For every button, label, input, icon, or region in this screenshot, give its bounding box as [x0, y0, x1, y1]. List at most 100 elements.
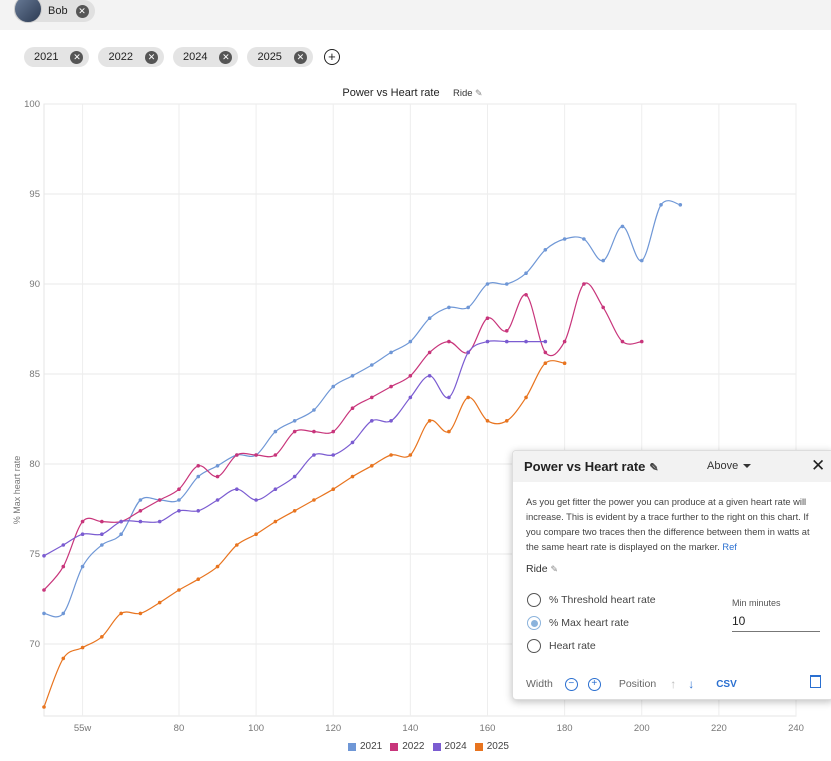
data-point[interactable]	[466, 395, 471, 400]
year-chip-2021[interactable]: 2021 ✕	[24, 47, 90, 67]
data-point[interactable]	[331, 453, 336, 457]
data-point[interactable]	[42, 554, 46, 558]
data-point[interactable]	[369, 363, 374, 367]
data-point[interactable]	[61, 656, 66, 661]
position-select[interactable]: Above	[707, 460, 752, 472]
data-point[interactable]	[177, 498, 181, 502]
data-point[interactable]	[215, 474, 220, 479]
data-point[interactable]	[177, 509, 181, 513]
data-point[interactable]	[447, 395, 451, 400]
data-point[interactable]	[485, 419, 490, 423]
data-point[interactable]	[312, 498, 316, 502]
series-line-2021[interactable]	[43, 200, 681, 618]
data-point[interactable]	[80, 564, 85, 569]
remove-chip-icon[interactable]: ✕	[293, 50, 307, 64]
edit-title-icon[interactable]: ✎	[649, 462, 659, 474]
move-down-icon[interactable]: ↓	[688, 677, 695, 691]
data-point[interactable]	[389, 350, 393, 355]
data-point[interactable]	[254, 532, 258, 536]
delete-icon[interactable]	[810, 675, 821, 688]
data-point[interactable]	[42, 611, 46, 616]
data-point[interactable]	[331, 429, 336, 434]
data-point[interactable]	[138, 498, 143, 502]
data-point[interactable]	[100, 635, 104, 639]
data-point[interactable]	[177, 588, 181, 592]
data-point[interactable]	[312, 408, 316, 412]
radio-max-hr[interactable]: % Max heart rate	[527, 616, 629, 630]
year-chip-2024[interactable]: 2024 ✕	[172, 47, 239, 67]
data-point[interactable]	[196, 509, 201, 513]
chart-sport-label[interactable]: Ride	[453, 88, 473, 99]
data-point[interactable]	[543, 248, 548, 252]
data-point[interactable]	[61, 611, 66, 616]
data-point[interactable]	[524, 271, 528, 275]
data-point[interactable]	[177, 487, 181, 492]
year-chip-2022[interactable]: 2022 ✕	[98, 47, 164, 67]
data-point[interactable]	[466, 305, 471, 310]
data-point[interactable]	[562, 361, 567, 366]
data-point[interactable]	[254, 453, 258, 457]
data-point[interactable]	[157, 519, 162, 524]
series-line-2022[interactable]	[43, 282, 642, 591]
ref-link[interactable]: Ref	[722, 542, 737, 552]
data-point[interactable]	[485, 282, 490, 286]
legend-item-2024[interactable]: 2024	[432, 741, 467, 752]
data-point[interactable]	[254, 498, 258, 502]
data-point[interactable]	[235, 487, 239, 492]
data-point[interactable]	[196, 577, 201, 581]
remove-chip-icon[interactable]: ✕	[144, 50, 158, 64]
add-year-icon[interactable]: +	[323, 49, 340, 65]
data-point[interactable]	[543, 361, 548, 366]
data-point[interactable]	[273, 429, 278, 434]
data-point[interactable]	[138, 519, 143, 524]
remove-user-icon[interactable]: ✕	[75, 4, 89, 18]
data-point[interactable]	[138, 611, 143, 616]
data-point[interactable]	[42, 705, 46, 709]
data-point[interactable]	[659, 203, 663, 207]
data-point[interactable]	[504, 329, 509, 333]
legend-item-2021[interactable]: 2021	[348, 741, 382, 752]
data-point[interactable]	[389, 419, 393, 423]
edit-sport-icon[interactable]: ✎	[475, 88, 483, 98]
data-point[interactable]	[601, 305, 605, 310]
remove-chip-icon[interactable]: ✕	[70, 50, 84, 64]
data-point[interactable]	[138, 509, 143, 513]
data-point[interactable]	[582, 237, 586, 241]
data-point[interactable]	[350, 440, 355, 445]
data-point[interactable]	[427, 316, 432, 320]
data-point[interactable]	[273, 453, 278, 457]
radio-threshold-hr[interactable]: % Threshold heart rate	[527, 593, 656, 607]
data-point[interactable]	[447, 429, 451, 434]
data-point[interactable]	[42, 588, 46, 592]
data-point[interactable]	[504, 282, 509, 286]
min-minutes-input[interactable]	[732, 611, 820, 632]
data-point[interactable]	[485, 339, 490, 344]
data-point[interactable]	[61, 543, 66, 547]
data-point[interactable]	[389, 384, 393, 389]
data-point[interactable]	[80, 532, 85, 536]
data-point[interactable]	[100, 532, 104, 536]
data-point[interactable]	[100, 543, 104, 547]
data-point[interactable]	[639, 339, 644, 344]
move-up-icon[interactable]: ↑	[670, 677, 677, 691]
data-point[interactable]	[562, 339, 567, 344]
data-point[interactable]	[524, 293, 528, 297]
user-chip[interactable]: Bob ✕	[14, 0, 95, 23]
remove-chip-icon[interactable]: ✕	[219, 50, 233, 64]
data-point[interactable]	[292, 419, 297, 423]
data-point[interactable]	[196, 464, 201, 468]
data-point[interactable]	[350, 474, 355, 479]
data-point[interactable]	[235, 543, 239, 547]
data-point[interactable]	[447, 339, 451, 344]
edit-sport-icon[interactable]: ✎	[550, 564, 559, 574]
width-increase-icon[interactable]: +	[587, 677, 601, 691]
data-point[interactable]	[157, 600, 162, 605]
data-point[interactable]	[504, 339, 509, 344]
data-point[interactable]	[504, 419, 509, 423]
year-chip-2025[interactable]: 2025 ✕	[247, 47, 313, 67]
radio-button[interactable]	[527, 639, 541, 653]
sport-label[interactable]: Ride ✎	[526, 563, 558, 575]
data-point[interactable]	[389, 453, 393, 457]
data-point[interactable]	[119, 611, 123, 616]
data-point[interactable]	[119, 519, 123, 524]
